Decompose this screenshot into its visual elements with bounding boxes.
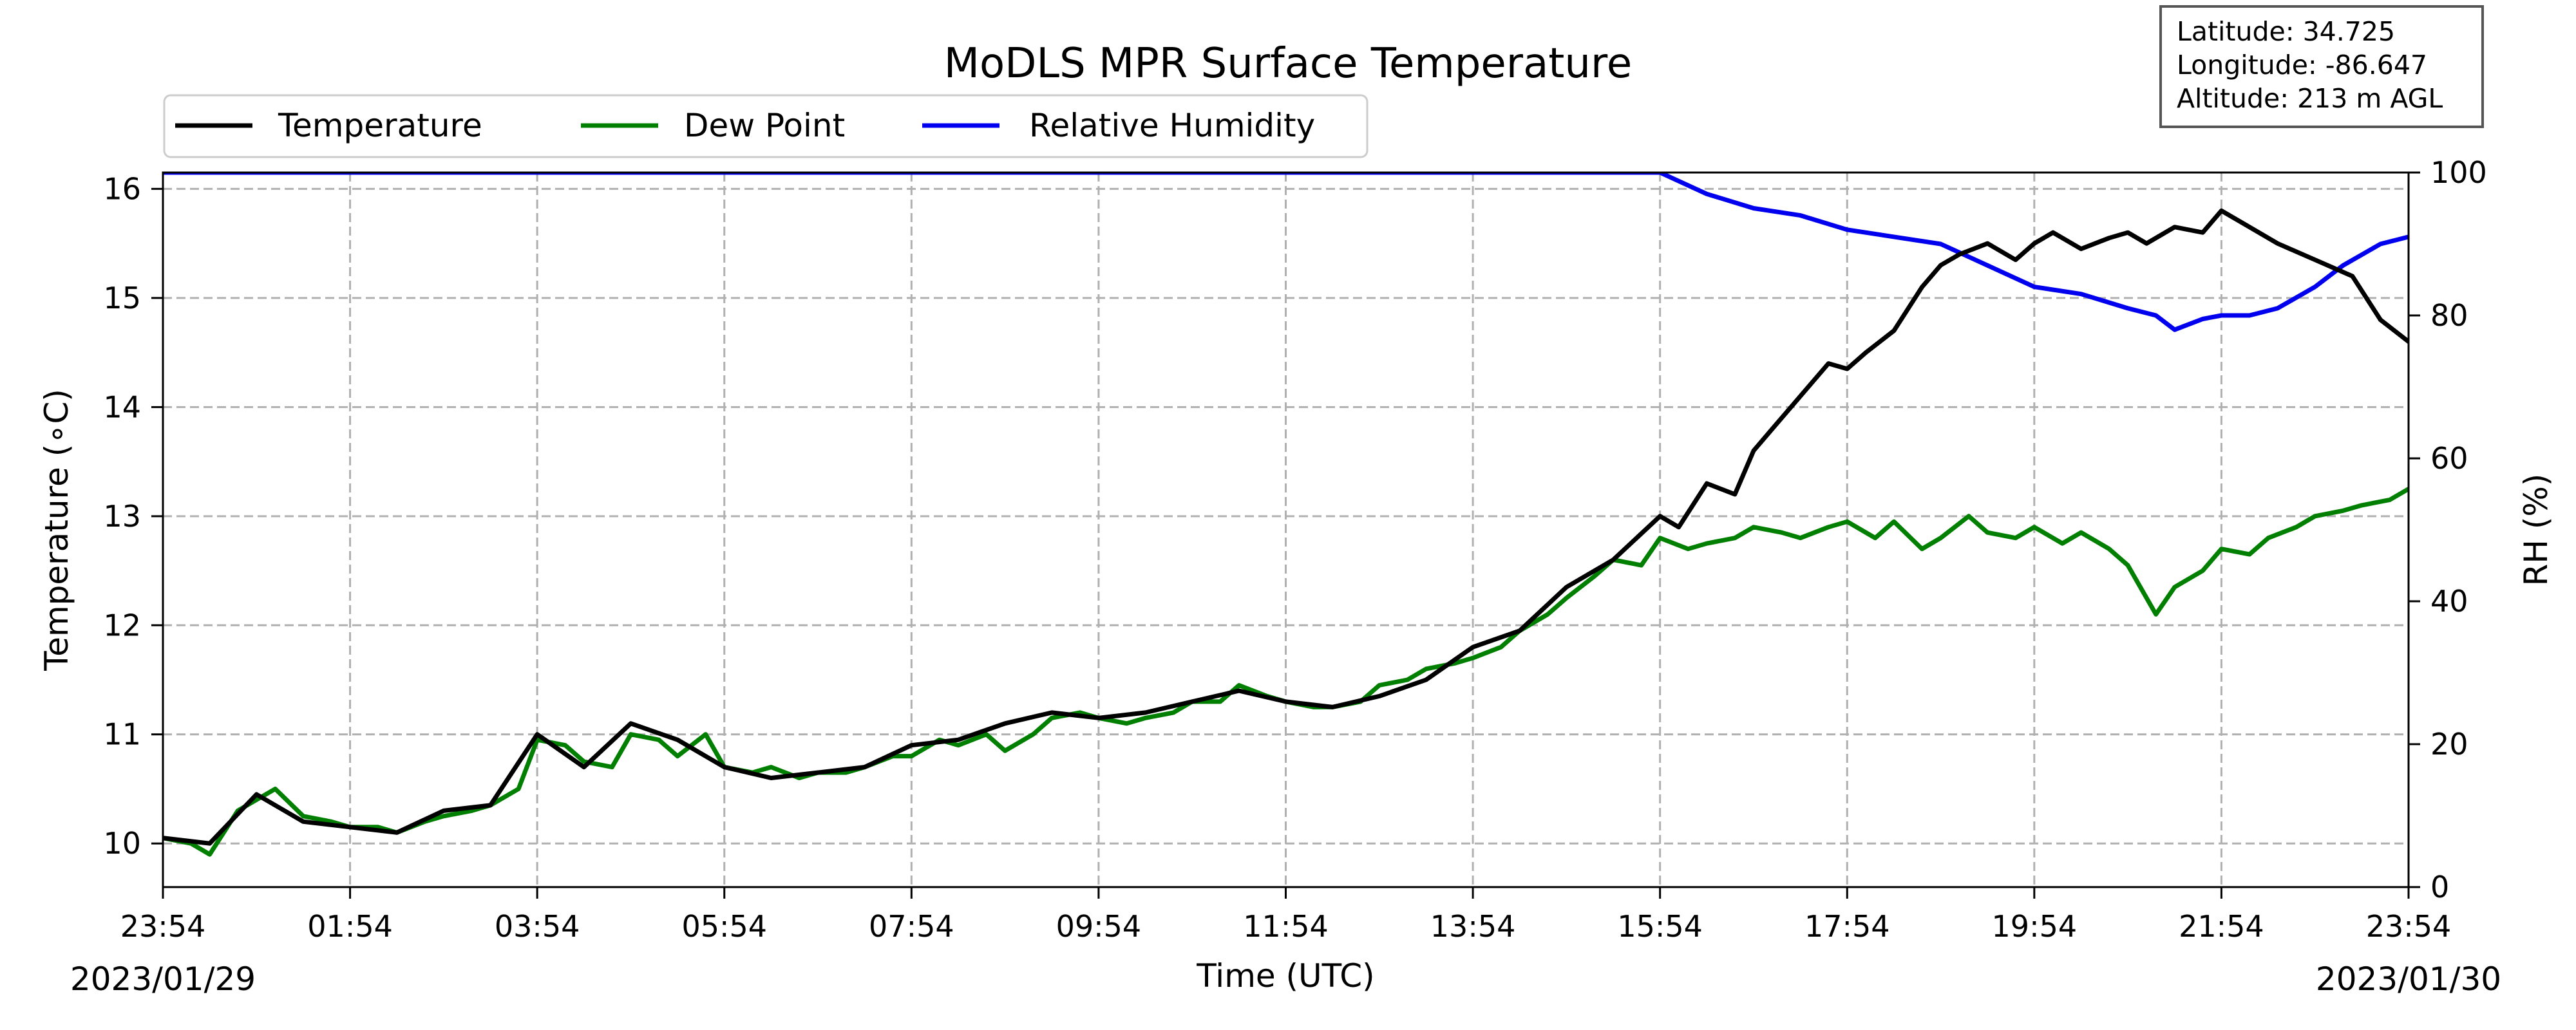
x-axis-label: Time (UTC) [1196,957,1374,995]
series-line-relative-humidity [163,173,2409,332]
y-right-tick-label: 80 [2430,298,2468,333]
x-tick-label: 19:54 [1992,909,2078,944]
y-tick-label: 16 [103,171,141,206]
axis-ticks: 23:54 01:54 03:54 05:54 07:54 09:54 11:54 13:54… [103,155,2486,944]
series-lines [163,173,2409,857]
x-tick-label: 23:54 [120,909,206,944]
series-line-temperature [163,208,2409,846]
y-right-tick-label: 20 [2430,727,2468,762]
station-info-box: Latitude: 34.725 Longitude: -86.647 Alti… [2159,5,2484,128]
chart-title: MoDLS MPR Surface Temperature [944,40,1632,88]
y-tick-label: 13 [103,499,141,534]
y-axis-label-right: RH (%) [2517,474,2555,586]
date-end-label: 2023/01/30 [2316,960,2501,998]
y-tick-label: 15 [103,281,141,315]
x-tick-label: 05:54 [681,909,767,944]
x-tick-label: 01:54 [307,909,393,944]
x-tick-label: 17:54 [1804,909,1890,944]
y-tick-label: 10 [103,826,141,861]
date-start-label: 2023/01/29 [70,960,256,998]
info-longitude: Longitude: -86.647 [2177,50,2427,80]
y-axis-label: Temperature (∘C) [38,389,75,671]
legend: Temperature Dew Point Relative Humidity [163,94,1368,158]
x-tick-label: 11:54 [1243,909,1329,944]
y-tick-label: 14 [103,389,141,424]
x-tick-label: 09:54 [1056,909,1142,944]
x-tick-label: 23:54 [2366,909,2452,944]
legend-label-temperature: Temperature [278,107,482,144]
y-tick-label: 12 [103,608,141,642]
legend-frame [163,94,1368,158]
x-tick-label: 13:54 [1430,909,1516,944]
y-right-tick-label: 100 [2430,155,2487,190]
legend-label-relative-humidity: Relative Humidity [1029,107,1315,144]
y-right-tick-label: 0 [2430,870,2449,904]
legend-label-dew-point: Dew Point [684,107,845,144]
info-box-frame [2159,5,2484,128]
info-altitude: Altitude: 213 m AGL [2177,83,2443,114]
x-tick-label: 21:54 [2179,909,2264,944]
y-right-tick-label: 40 [2430,584,2468,619]
x-tick-label: 03:54 [495,909,580,944]
x-tick-label: 07:54 [869,909,954,944]
info-latitude: Latitude: 34.725 [2177,16,2395,47]
y-right-tick-label: 60 [2430,441,2468,476]
grid [163,173,2409,887]
y-tick-label: 11 [103,717,141,752]
x-tick-label: 15:54 [1617,909,1703,944]
